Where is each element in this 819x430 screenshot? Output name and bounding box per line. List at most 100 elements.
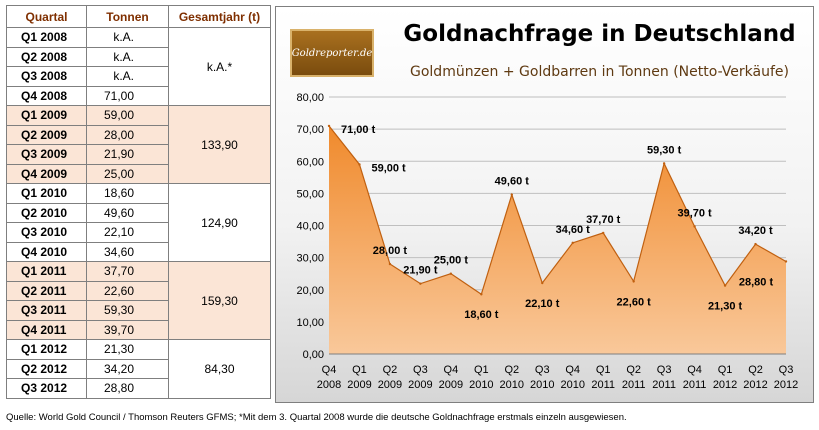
x-tick-label-year: 2010 xyxy=(469,379,493,391)
x-tick-label-year: 2012 xyxy=(743,379,767,391)
x-tick-label-quarter: Q2 xyxy=(626,364,641,376)
tonnes-cell: 59,00 xyxy=(86,105,169,126)
table-row: Q2 2008 k.A. xyxy=(6,46,271,67)
data-label: 28,80 t xyxy=(739,276,774,288)
x-tick-label-year: 2012 xyxy=(774,379,798,391)
x-tick-label-year: 2011 xyxy=(622,379,646,391)
x-tick-label-year: 2010 xyxy=(500,379,524,391)
quarter-cell: Q3 2009 xyxy=(6,144,87,165)
data-label: 37,70 t xyxy=(586,214,621,226)
table-row: Q3 2012 28,80 xyxy=(6,378,271,399)
quarter-cell: Q1 2011 xyxy=(6,261,87,282)
chart-title: Goldnachfrage in Deutschland xyxy=(403,21,796,47)
year-total-cell: 133,90 xyxy=(168,105,271,184)
y-tick-label: 30,00 xyxy=(296,253,324,265)
table-row: Q4 2009 25,00 xyxy=(6,163,271,184)
tonnes-cell: 37,70 xyxy=(86,261,169,282)
quarter-cell: Q1 2012 xyxy=(6,339,87,360)
x-tick-label-quarter: Q1 xyxy=(474,364,489,376)
x-tick-label-year: 2011 xyxy=(652,379,676,391)
tonnes-cell: 71,00 xyxy=(86,85,169,106)
y-tick-label: 50,00 xyxy=(296,188,324,200)
data-label: 71,00 t xyxy=(341,124,376,136)
data-point xyxy=(723,284,727,287)
y-tick-label: 70,00 xyxy=(296,124,324,136)
table-row: Q4 2008 71,00 xyxy=(6,85,271,106)
data-area xyxy=(329,125,786,354)
data-label: 28,00 t xyxy=(373,245,408,257)
quarter-cell: Q2 2012 xyxy=(6,358,87,379)
x-tick-label-year: 2011 xyxy=(591,379,615,391)
quarter-cell: Q3 2010 xyxy=(6,222,87,243)
table-row: Q2 2011 22,60 xyxy=(6,280,271,301)
table-header-row: Quartal Tonnen Gesamtjahr (t) xyxy=(6,5,271,28)
tonnes-cell: 28,00 xyxy=(86,124,169,145)
year-total-cell: 84,30 xyxy=(168,339,271,399)
x-tick-label-quarter: Q4 xyxy=(565,364,580,376)
tonnes-cell: 18,60 xyxy=(86,183,169,204)
tonnes-cell: 49,60 xyxy=(86,202,169,223)
quarter-cell: Q3 2012 xyxy=(6,378,87,399)
y-tick-label: 10,00 xyxy=(296,317,324,329)
table-row: Q2 2012 34,20 xyxy=(6,358,271,379)
table-row: Q4 2011 39,70 xyxy=(6,319,271,340)
quarter-cell: Q3 2011 xyxy=(6,300,87,321)
tonnes-cell: 34,20 xyxy=(86,358,169,379)
data-label: 18,60 t xyxy=(464,309,499,321)
table-row: Q1 2008 k.A. k.A.* xyxy=(6,27,271,106)
tonnes-cell: 34,60 xyxy=(86,241,169,262)
x-tick-label-quarter: Q1 xyxy=(596,364,611,376)
x-tick-label-quarter: Q2 xyxy=(748,364,763,376)
tonnes-cell: k.A. xyxy=(86,66,169,87)
x-tick-label-quarter: Q4 xyxy=(687,364,702,376)
quarter-cell: Q4 2009 xyxy=(6,163,87,184)
x-tick-label-quarter: Q3 xyxy=(535,364,550,376)
quarter-cell: Q1 2008 xyxy=(6,27,87,48)
data-point xyxy=(693,225,696,228)
quarter-cell: Q4 2011 xyxy=(6,319,87,340)
data-point xyxy=(480,293,483,296)
table-row: Q1 2011 37,70 159,30 xyxy=(6,261,271,340)
x-tick-label-quarter: Q3 xyxy=(779,364,794,376)
data-label: 34,60 t xyxy=(556,224,591,236)
x-tick-label-year: 2008 xyxy=(317,379,341,391)
tonnes-cell: k.A. xyxy=(86,27,169,48)
area-chart: 0,00 10,00 20,00 30,00 40,00 50,00 60,00 70,00 8… xyxy=(296,92,798,391)
x-tick-label-year: 2009 xyxy=(378,379,402,391)
y-tick-label: 80,00 xyxy=(296,92,324,104)
quarter-cell: Q2 2009 xyxy=(6,124,87,145)
quarter-cell: Q4 2008 xyxy=(6,85,87,106)
data-point xyxy=(358,163,361,166)
x-tick-label-quarter: Q3 xyxy=(657,364,672,376)
x-tick-label-year: 2010 xyxy=(530,379,554,391)
year-total-cell: 159,30 xyxy=(168,261,271,340)
data-label: 22,60 t xyxy=(617,296,652,308)
data-point xyxy=(662,162,666,165)
y-tick-label: 60,00 xyxy=(296,156,324,168)
data-point xyxy=(602,231,605,235)
data-label: 49,60 t xyxy=(495,176,530,188)
x-tick-label-quarter: Q1 xyxy=(718,364,733,376)
table-row: Q2 2010 49,60 xyxy=(6,202,271,223)
quarter-cell: Q2 2011 xyxy=(6,280,87,301)
data-point xyxy=(541,281,544,285)
source-footnote: Quelle: World Gold Council / Thomson Reu… xyxy=(6,412,627,423)
data-label: 21,30 t xyxy=(708,301,743,313)
tonnes-cell: 59,30 xyxy=(86,300,169,321)
x-tick-label-year: 2009 xyxy=(439,379,463,391)
data-label: 25,00 t xyxy=(434,255,469,267)
x-tick-label-quarter: Q1 xyxy=(352,364,367,376)
data-point xyxy=(510,193,513,196)
table-row: Q3 2008 k.A. xyxy=(6,66,271,87)
data-label: 22,10 t xyxy=(525,298,560,310)
x-tick-label-quarter: Q4 xyxy=(444,364,459,376)
x-tick-label-quarter: Q4 xyxy=(322,364,337,376)
table-row: Q1 2010 18,60 124,90 xyxy=(6,183,271,262)
x-tick-label-quarter: Q3 xyxy=(413,364,428,376)
header-quartal: Quartal xyxy=(6,5,87,28)
data-label: 34,20 t xyxy=(738,225,773,237)
table-row: Q4 2010 34,60 xyxy=(6,241,271,262)
y-tick-label: 0,00 xyxy=(303,349,324,361)
tonnes-cell: 22,10 xyxy=(86,222,169,243)
table-row: Q3 2010 22,10 xyxy=(6,222,271,243)
